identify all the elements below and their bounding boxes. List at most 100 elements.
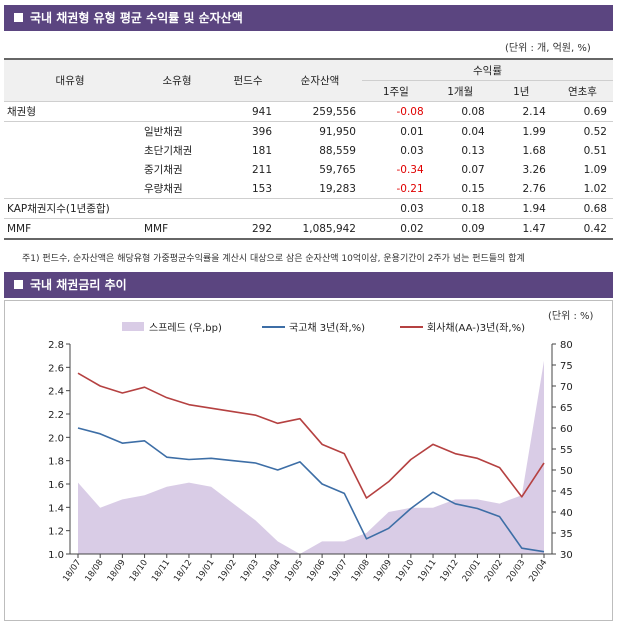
table-row: 중기채권 211 59,765 -0.34 0.07 3.26 1.09 xyxy=(4,160,613,179)
table-cell-y1: 1.94 xyxy=(490,198,552,219)
table-cell-ytd: 0.51 xyxy=(583,144,607,157)
x-tick-label: 19/03 xyxy=(239,558,261,584)
table-cell-w1: 0.03 xyxy=(362,198,430,219)
table-cell-assets: 1,085,942 xyxy=(278,218,362,240)
x-tick-label: 19/06 xyxy=(305,558,327,584)
x-tick-label: 20/04 xyxy=(527,558,549,584)
col-1w: 1주일 xyxy=(362,80,430,102)
table-row: 초단기채권 181 88,559 0.03 0.13 1.68 0.51 xyxy=(4,141,613,160)
table-cell-minor: 일반채권 xyxy=(144,126,183,138)
table-cell-m1: 0.15 xyxy=(429,179,491,199)
table-cell-funds: 181 xyxy=(251,144,272,157)
x-tick-label: 19/07 xyxy=(327,558,349,584)
unit-note: (단위 : 개, 억원, %) xyxy=(505,43,591,54)
y-right-tick-label: 60 xyxy=(560,424,573,435)
x-tick-label: 19/11 xyxy=(416,558,438,584)
chart-unit-note: (단위 : %) xyxy=(548,311,594,322)
y-left-tick-label: 2.4 xyxy=(48,387,64,398)
table-cell-w1: 0.03 xyxy=(400,144,424,157)
x-tick-label: 20/02 xyxy=(483,558,505,584)
table-cell-w1: 0.02 xyxy=(362,218,430,240)
legend-swatch-spread xyxy=(122,322,144,331)
x-tick-label: 19/12 xyxy=(438,558,460,584)
table-cell-minor xyxy=(136,101,218,122)
col-minor: 소유형 xyxy=(136,58,218,102)
legend-label-gov: 국고채 3년(좌,%) xyxy=(289,322,365,334)
table-cell-m1: 0.07 xyxy=(461,163,485,176)
table-cell-major xyxy=(4,179,136,199)
y-left-tick-label: 1.8 xyxy=(48,457,64,468)
table-cell-m1: 0.13 xyxy=(461,144,485,157)
table-cell-y1: 1.47 xyxy=(490,218,552,240)
footnote: 주1) 펀드수, 순자산액은 해당유형 가중평균수익률을 계산시 대상으로 삼은… xyxy=(22,254,525,264)
y-right-tick-label: 80 xyxy=(560,340,573,351)
y-right-tick-label: 40 xyxy=(560,508,573,519)
series-gov3y-line xyxy=(77,427,545,553)
table-cell-m1: 0.08 xyxy=(429,101,491,122)
y-left-tick-label: 2.0 xyxy=(48,433,64,444)
table-row: MMF MMF 292 1,085,942 0.02 0.09 1.47 0.42 xyxy=(4,218,613,240)
table-cell-funds: 396 xyxy=(251,125,272,138)
table-cell-funds: 211 xyxy=(251,163,272,176)
y-right-tick-label: 75 xyxy=(560,361,573,372)
table-cell-y1: 2.14 xyxy=(490,101,552,122)
y-left-tick-label: 1.2 xyxy=(48,527,64,538)
section-title: 국내 채권금리 추이 xyxy=(30,278,127,292)
y-right-tick-label: 70 xyxy=(560,382,573,393)
table-cell-w1: 0.01 xyxy=(400,125,424,138)
y-left-tick-label: 2.6 xyxy=(48,363,64,374)
x-tick-label: 18/12 xyxy=(172,558,194,584)
table-row: 우량채권 153 19,283 -0.21 0.15 2.76 1.02 xyxy=(4,179,613,199)
table-cell-ytd: 1.09 xyxy=(583,163,607,176)
table-cell-funds: 941 xyxy=(218,101,278,122)
y-left-tick-label: 1.6 xyxy=(48,480,64,491)
table-cell-minor: MMF xyxy=(136,218,218,240)
legend-label-spread: 스프레드 (우,bp) xyxy=(149,322,222,334)
chart-frame xyxy=(4,300,613,621)
table-cell-m1: 0.04 xyxy=(461,125,485,138)
table-cell-major: 채권형 xyxy=(4,101,136,122)
table-cell-funds xyxy=(218,198,278,219)
section-title: 국내 채권형 유형 평균 수익률 및 순자산액 xyxy=(30,11,243,25)
fund-returns-table: 대유형 소유형 펀드수 순자산액 수익률 1주일 1개월 1년 연초후 채권형 9… xyxy=(4,58,613,240)
section-header-bond-rates: 국내 채권금리 추이 xyxy=(4,272,613,298)
x-tick-label: 19/10 xyxy=(394,558,416,584)
x-tick-label: 19/08 xyxy=(350,558,372,584)
col-major: 대유형 xyxy=(4,58,136,102)
table-row: KAP채권지수(1년종합) 0.03 0.18 1.94 0.68 xyxy=(4,198,613,219)
table-cell-major: KAP채권지수(1년종합) xyxy=(4,198,136,219)
table-row: 일반채권 396 91,950 0.01 0.04 1.99 0.52 xyxy=(4,122,613,142)
table-cell-funds: 153 xyxy=(218,179,278,199)
col-returns: 수익률 xyxy=(362,58,613,81)
table-cell-m1: 0.18 xyxy=(429,198,491,219)
x-tick-label: 19/05 xyxy=(283,558,305,584)
y-left-tick-label: 1.4 xyxy=(48,503,64,514)
spread-area-layer xyxy=(78,360,544,554)
y-right-tick-label: 50 xyxy=(560,466,573,477)
x-tick-label: 20/03 xyxy=(505,558,527,584)
table-cell-ytd: 0.68 xyxy=(551,198,613,219)
table-cell-w1: -0.34 xyxy=(396,163,424,176)
y-left-tick-label: 1.0 xyxy=(48,550,64,561)
table-cell-assets xyxy=(278,198,362,219)
square-bullet-icon xyxy=(14,13,23,22)
chart-legend: 스프레드 (우,bp) 국고채 3년(좌,%) 회사채(AA-)3년(좌,%) xyxy=(122,322,525,334)
x-tick-label: 19/04 xyxy=(261,558,283,584)
table-cell-m1: 0.09 xyxy=(429,218,491,240)
x-tick-label: 19/02 xyxy=(217,558,239,584)
x-tick-label: 20/01 xyxy=(461,558,483,584)
table-cell-y1: 1.68 xyxy=(522,144,546,157)
y-right-tick-label: 55 xyxy=(560,445,573,456)
x-tick-label: 18/07 xyxy=(61,558,83,584)
table-cell-assets: 59,765 xyxy=(319,163,356,176)
x-tick-label: 19/01 xyxy=(194,558,216,584)
x-tick-label: 18/08 xyxy=(83,558,105,584)
table-cell-w1: -0.21 xyxy=(362,179,430,199)
table-cell-assets: 19,283 xyxy=(278,179,362,199)
y-left-tick-label: 2.8 xyxy=(48,340,64,351)
line-layer xyxy=(77,372,545,553)
y-left-tick-label: 2.2 xyxy=(48,410,64,421)
series-spread-area xyxy=(78,360,544,554)
table-cell-assets: 91,950 xyxy=(319,125,356,138)
